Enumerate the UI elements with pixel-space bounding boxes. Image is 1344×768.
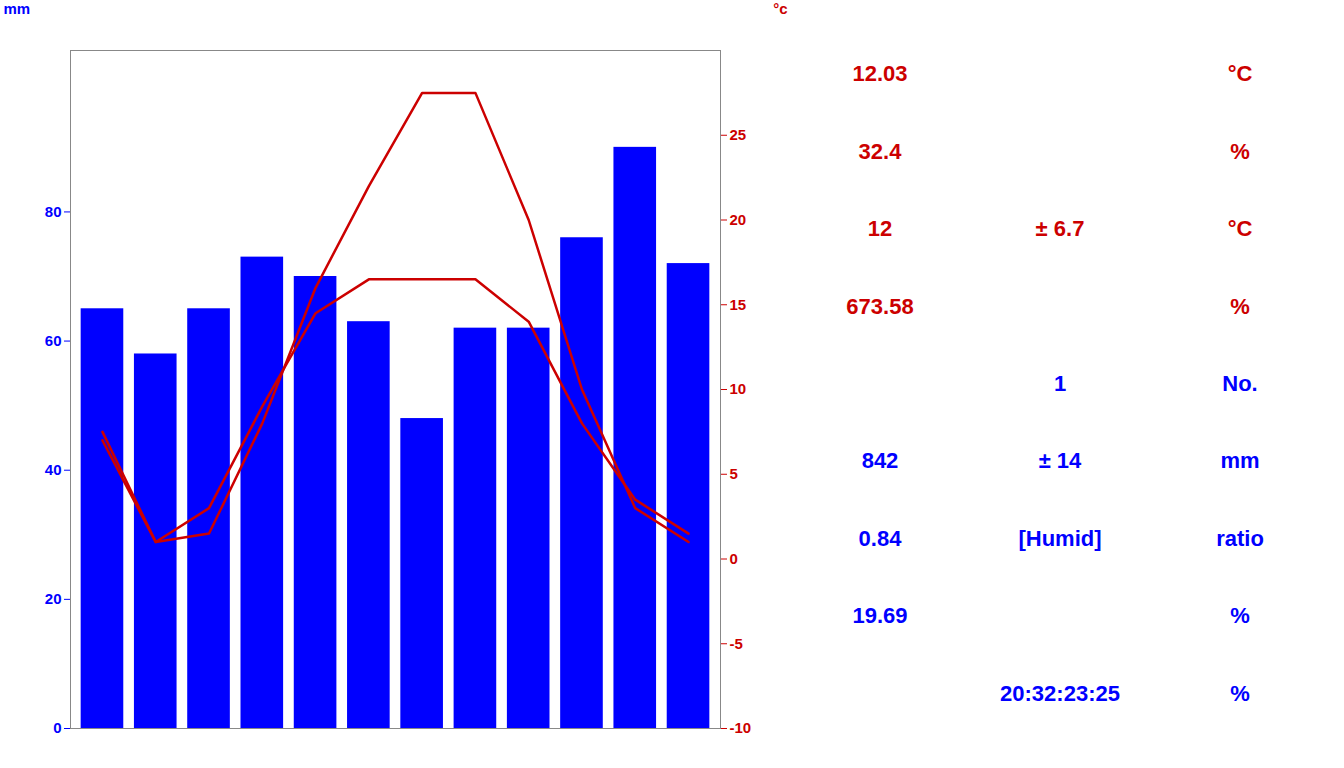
html-text:No.: No. bbox=[1222, 371, 1258, 396]
html-text:mm: mm bbox=[1220, 448, 1260, 474]
svg-text:25: 25 bbox=[730, 126, 747, 143]
svg-text:15: 15 bbox=[730, 296, 747, 313]
svg-text:80: 80 bbox=[45, 203, 62, 220]
html-text:20:32:23:25: 20:32:23:25 bbox=[1000, 680, 1120, 706]
svg-text:10: 10 bbox=[730, 380, 747, 397]
svg-text:20: 20 bbox=[45, 590, 62, 607]
html-text:[Humid]: [Humid] bbox=[1018, 525, 1102, 551]
svg-text:40: 40 bbox=[45, 461, 62, 478]
html-text:1: 1 bbox=[1053, 371, 1067, 396]
html-text:19.69: 19.69 bbox=[852, 603, 908, 629]
svg-text:60: 60 bbox=[45, 332, 62, 349]
svg-text:mm: mm bbox=[4, 0, 31, 17]
svg-text:0: 0 bbox=[730, 550, 738, 567]
html-text:12: 12 bbox=[867, 216, 893, 242]
html-text:± 6.7: ± 6.7 bbox=[1035, 216, 1085, 242]
svg-text:5: 5 bbox=[730, 465, 738, 482]
html-text:673.58: 673.58 bbox=[846, 293, 914, 319]
html-text:ratio: ratio bbox=[1216, 525, 1264, 551]
svg-text:°c: °c bbox=[773, 0, 787, 17]
html-text:12.03: 12.03 bbox=[852, 61, 908, 87]
svg-text:-5: -5 bbox=[730, 635, 743, 652]
svg-text:-10: -10 bbox=[730, 719, 752, 736]
svg-text:20: 20 bbox=[730, 211, 747, 228]
html-text:°C: °C bbox=[1227, 61, 1253, 87]
html-text:°C: °C bbox=[1227, 216, 1253, 242]
svg-text:0: 0 bbox=[53, 719, 61, 736]
html-text:± 14: ± 14 bbox=[1038, 448, 1082, 474]
html-text:842: 842 bbox=[861, 448, 899, 474]
html-text:32.4: 32.4 bbox=[858, 138, 902, 164]
html-text:0.84: 0.84 bbox=[858, 525, 902, 551]
